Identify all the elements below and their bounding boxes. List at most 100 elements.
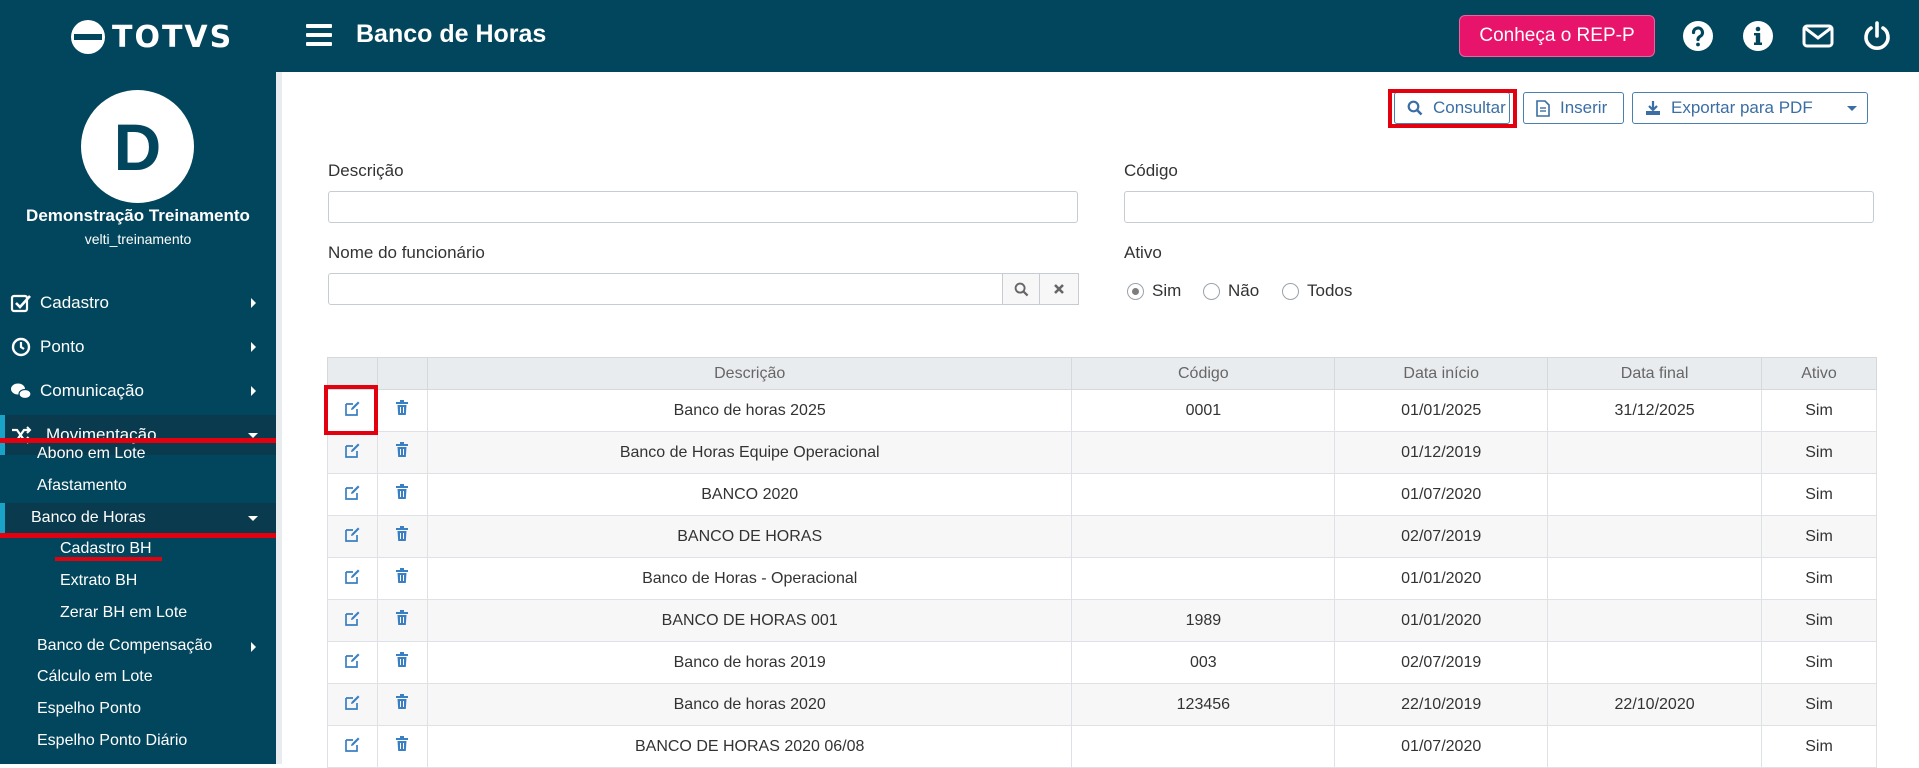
sidebar-item-label: Cadastro xyxy=(40,293,109,312)
codigo-input[interactable] xyxy=(1124,191,1874,223)
trash-icon xyxy=(396,568,409,583)
sidebar-item-ponto[interactable]: Ponto xyxy=(0,327,276,367)
radio-button[interactable] xyxy=(1127,282,1144,300)
sidebar-subitem-afastamento[interactable]: Afastamento xyxy=(37,477,127,494)
ativo-radio-nao[interactable]: Não xyxy=(1203,281,1259,301)
exportar-label: Exportar para PDF xyxy=(1671,98,1813,117)
info-circle-icon[interactable] xyxy=(1742,20,1774,52)
caret-right-icon xyxy=(251,298,256,308)
sidebar-item-cadastro[interactable]: Cadastro xyxy=(0,283,276,323)
cell-descricao: Banco de Horas - Operacional xyxy=(426,557,1073,600)
cell-codigo xyxy=(1071,515,1336,558)
edit-button[interactable] xyxy=(327,557,378,600)
rep-p-button[interactable]: Conheça o REP-P xyxy=(1459,15,1655,57)
table-row[interactable]: BANCO DE HORAS 001 1989 01/01/2020 Sim xyxy=(327,599,1877,642)
table-row[interactable]: Banco de horas 2019 003 02/07/2019 Sim xyxy=(327,641,1877,684)
delete-button[interactable] xyxy=(376,557,428,600)
edit-button[interactable] xyxy=(327,599,378,642)
sidebar-scrollbar[interactable] xyxy=(276,72,282,764)
menu-toggle-button[interactable] xyxy=(306,24,332,46)
sidebar-subitem-extrato-bh[interactable]: Extrato BH xyxy=(60,572,138,589)
cell-final xyxy=(1547,515,1763,558)
radio-button[interactable] xyxy=(1203,282,1220,300)
cell-ativo: Sim xyxy=(1761,683,1877,726)
header-ativo[interactable]: Ativo xyxy=(1761,357,1877,390)
sidebar-subitem-espelho-diario[interactable]: Espelho Ponto Diário xyxy=(37,732,188,749)
delete-button[interactable] xyxy=(376,473,428,516)
ativo-radio-sim[interactable]: Sim xyxy=(1127,281,1181,301)
table-row[interactable]: Banco de Horas - Operacional 01/01/2020 Si… xyxy=(327,557,1877,600)
sidebar-item-comunicacao[interactable]: Comunicação xyxy=(0,371,276,411)
avatar[interactable]: D xyxy=(81,90,194,203)
sidebar-subitem-banco-compensacao[interactable]: Banco de Compensação xyxy=(37,637,212,655)
check-square-icon xyxy=(10,294,31,313)
delete-button[interactable] xyxy=(376,389,428,432)
annotation-underline xyxy=(0,438,276,443)
delete-button[interactable] xyxy=(376,599,428,642)
trash-icon xyxy=(396,694,409,709)
funcionario-label: Nome do funcionário xyxy=(328,243,485,262)
cell-ativo: Sim xyxy=(1761,725,1877,768)
clock-icon xyxy=(11,337,31,357)
sidebar-item-label: Ponto xyxy=(40,337,85,356)
delete-button[interactable] xyxy=(376,725,428,768)
cell-descricao: BANCO DE HORAS 001 xyxy=(426,599,1073,642)
funcionario-input[interactable] xyxy=(328,273,1004,305)
funcionario-search-button[interactable] xyxy=(1002,273,1040,305)
annotation-underline xyxy=(0,533,276,538)
totvs-logo[interactable]: TOTVS xyxy=(70,18,233,56)
sidebar-subitem-abono[interactable]: Abono em Lote xyxy=(37,445,146,462)
edit-button[interactable] xyxy=(327,389,378,432)
envelope-icon[interactable] xyxy=(1802,20,1834,52)
sidebar-subitem-zerar-bh[interactable]: Zerar BH em Lote xyxy=(60,604,188,621)
edit-button[interactable] xyxy=(327,641,378,684)
header-codigo[interactable]: Código xyxy=(1071,357,1336,390)
banco-horas-table: Descrição Código Data início Data final … xyxy=(327,357,1877,768)
header-delete xyxy=(376,357,428,390)
funcionario-clear-button[interactable] xyxy=(1039,273,1079,305)
cell-final: 31/12/2025 xyxy=(1547,389,1763,432)
delete-button[interactable] xyxy=(376,431,428,474)
cell-codigo: 003 xyxy=(1071,641,1336,684)
cell-ativo: Sim xyxy=(1761,599,1877,642)
delete-button[interactable] xyxy=(376,515,428,558)
table-row[interactable]: BANCO DE HORAS 2020 06/08 01/07/2020 Sim xyxy=(327,725,1877,768)
edit-icon xyxy=(345,485,360,500)
table-row[interactable]: BANCO 2020 01/07/2020 Sim xyxy=(327,473,1877,516)
edit-button[interactable] xyxy=(327,515,378,558)
edit-button[interactable] xyxy=(327,473,378,516)
cell-codigo xyxy=(1071,431,1336,474)
radio-label: Todos xyxy=(1307,281,1353,300)
ativo-radio-todos[interactable]: Todos xyxy=(1282,281,1352,301)
edit-button[interactable] xyxy=(327,683,378,726)
header-descricao[interactable]: Descrição xyxy=(426,357,1073,390)
edit-button[interactable] xyxy=(327,431,378,474)
header-data-final[interactable]: Data final xyxy=(1547,357,1763,390)
cell-inicio: 01/12/2019 xyxy=(1334,431,1549,474)
sidebar-subitem-banco-horas[interactable]: Banco de Horas xyxy=(0,503,276,535)
cell-codigo: 0001 xyxy=(1071,389,1336,432)
edit-button[interactable] xyxy=(327,725,378,768)
cell-descricao: Banco de horas 2019 xyxy=(426,641,1073,684)
table-row[interactable]: Banco de Horas Equipe Operacional 01/12/2… xyxy=(327,431,1877,474)
exportar-pdf-button[interactable]: Exportar para PDF xyxy=(1632,92,1868,124)
delete-button[interactable] xyxy=(376,641,428,684)
sidebar-subitem-calculo-lote[interactable]: Cálculo em Lote xyxy=(37,668,153,685)
header-data-inicio[interactable]: Data início xyxy=(1334,357,1549,390)
trash-icon xyxy=(396,652,409,667)
question-circle-icon[interactable] xyxy=(1682,20,1714,52)
cell-inicio: 01/01/2020 xyxy=(1334,599,1549,642)
sidebar-subitem-espelho-ponto[interactable]: Espelho Ponto xyxy=(37,700,142,717)
table-row[interactable]: BANCO DE HORAS 02/07/2019 Sim xyxy=(327,515,1877,558)
descricao-input[interactable] xyxy=(328,191,1078,223)
sidebar-subitem-cadastro-bh[interactable]: Cadastro BH xyxy=(60,540,152,557)
radio-button[interactable] xyxy=(1282,282,1299,300)
table-row[interactable]: Banco de horas 2025 0001 01/01/2025 31/12/2… xyxy=(327,389,1877,432)
inserir-button[interactable]: Inserir xyxy=(1523,92,1624,124)
delete-button[interactable] xyxy=(376,683,428,726)
sidebar-item-movimentacao[interactable]: Movimentação xyxy=(0,415,276,455)
edit-icon xyxy=(345,443,360,458)
power-icon[interactable] xyxy=(1861,20,1893,52)
cell-ativo: Sim xyxy=(1761,557,1877,600)
table-row[interactable]: Banco de horas 2020 123456 22/10/2019 22/10… xyxy=(327,683,1877,726)
